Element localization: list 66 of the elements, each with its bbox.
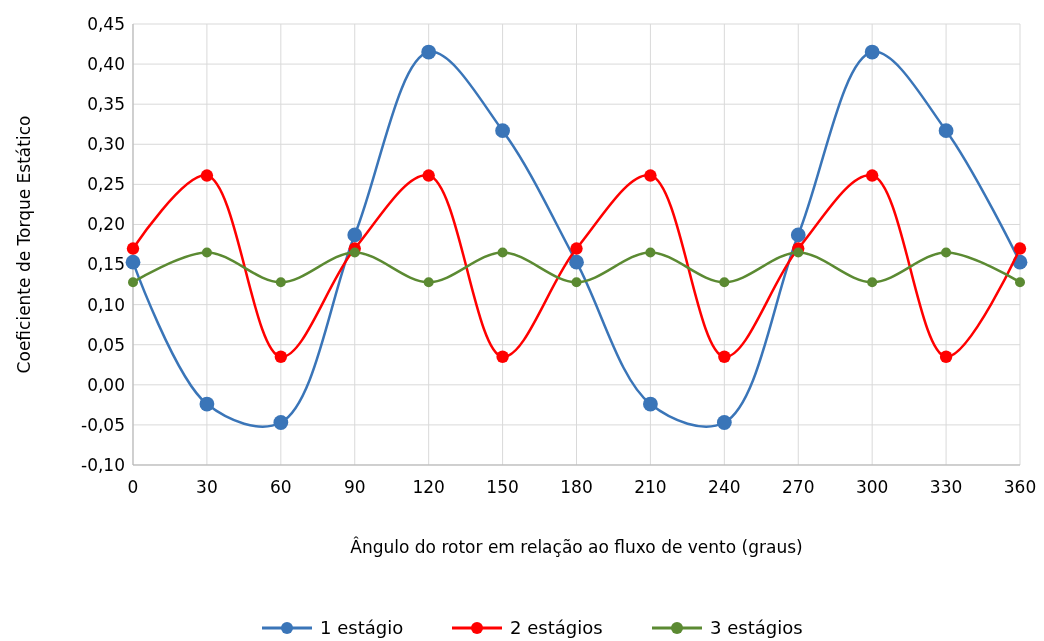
y-tick-label: 0,20 [87, 214, 125, 235]
point [1013, 242, 1027, 255]
point [496, 350, 509, 363]
point [570, 242, 583, 255]
y-tick-label: 0,25 [87, 174, 125, 195]
point [200, 169, 214, 182]
x-tick-label: 210 [634, 477, 667, 497]
point [423, 277, 434, 288]
point [719, 277, 730, 288]
point [274, 350, 288, 363]
x-tick-label: 30 [196, 477, 218, 497]
point [273, 415, 289, 430]
point [645, 247, 656, 258]
point [422, 169, 435, 182]
y-tick-label: 0,00 [87, 374, 125, 395]
y-tick-label: 0,45 [87, 13, 125, 34]
point [867, 277, 878, 288]
y-tick-label: 0,10 [87, 294, 125, 315]
x-axis-title: Ângulo do rotor em relação ao fluxo de vento (graus) [350, 536, 803, 557]
x-tick-label: 360 [1003, 477, 1037, 497]
x-tick-label: 240 [708, 477, 741, 497]
point [275, 277, 286, 288]
legend-label: 3 estágios [710, 617, 803, 639]
x-tick-label: 300 [855, 477, 889, 497]
legend-label: 2 estágios [510, 617, 603, 639]
x-tick-label: 90 [343, 477, 366, 497]
point [718, 350, 731, 363]
legend-label: 1 estágio [320, 617, 404, 639]
point [1015, 277, 1025, 288]
y-tick-label: 0,05 [87, 334, 125, 355]
point [199, 396, 215, 412]
x-tick-label: 120 [412, 477, 445, 497]
x-tick-label: 60 [270, 477, 292, 497]
point [864, 44, 880, 60]
y-tick-label: 0,15 [87, 254, 125, 275]
point [571, 277, 582, 288]
y-tick-label: 0,30 [87, 134, 125, 155]
point [941, 247, 952, 258]
point [495, 123, 510, 139]
point [569, 254, 584, 270]
point [644, 169, 657, 182]
x-tick-label: 180 [560, 477, 593, 497]
point [938, 123, 954, 139]
point [497, 247, 508, 258]
point [347, 227, 363, 243]
point [421, 44, 437, 60]
point [716, 415, 732, 430]
x-tick-label: 0 [127, 477, 139, 497]
point [643, 396, 658, 412]
point [128, 277, 138, 288]
point [790, 227, 806, 243]
point [793, 247, 804, 258]
x-tick-label: 270 [782, 477, 815, 497]
point [126, 242, 140, 255]
point [939, 350, 953, 363]
x-tick-label: 150 [486, 477, 519, 497]
y-tick-label: -0,10 [81, 454, 125, 475]
point [125, 254, 141, 270]
y-tick-label: -0,05 [81, 414, 125, 435]
y-tick-label: 0,40 [87, 54, 125, 75]
y-tick-label: 0,35 [87, 94, 125, 115]
point [865, 169, 879, 182]
y-axis-title: Coeficiente de Torque Estático [14, 115, 34, 374]
point [201, 247, 212, 258]
x-tick-label: 330 [929, 477, 963, 497]
point [349, 247, 360, 258]
